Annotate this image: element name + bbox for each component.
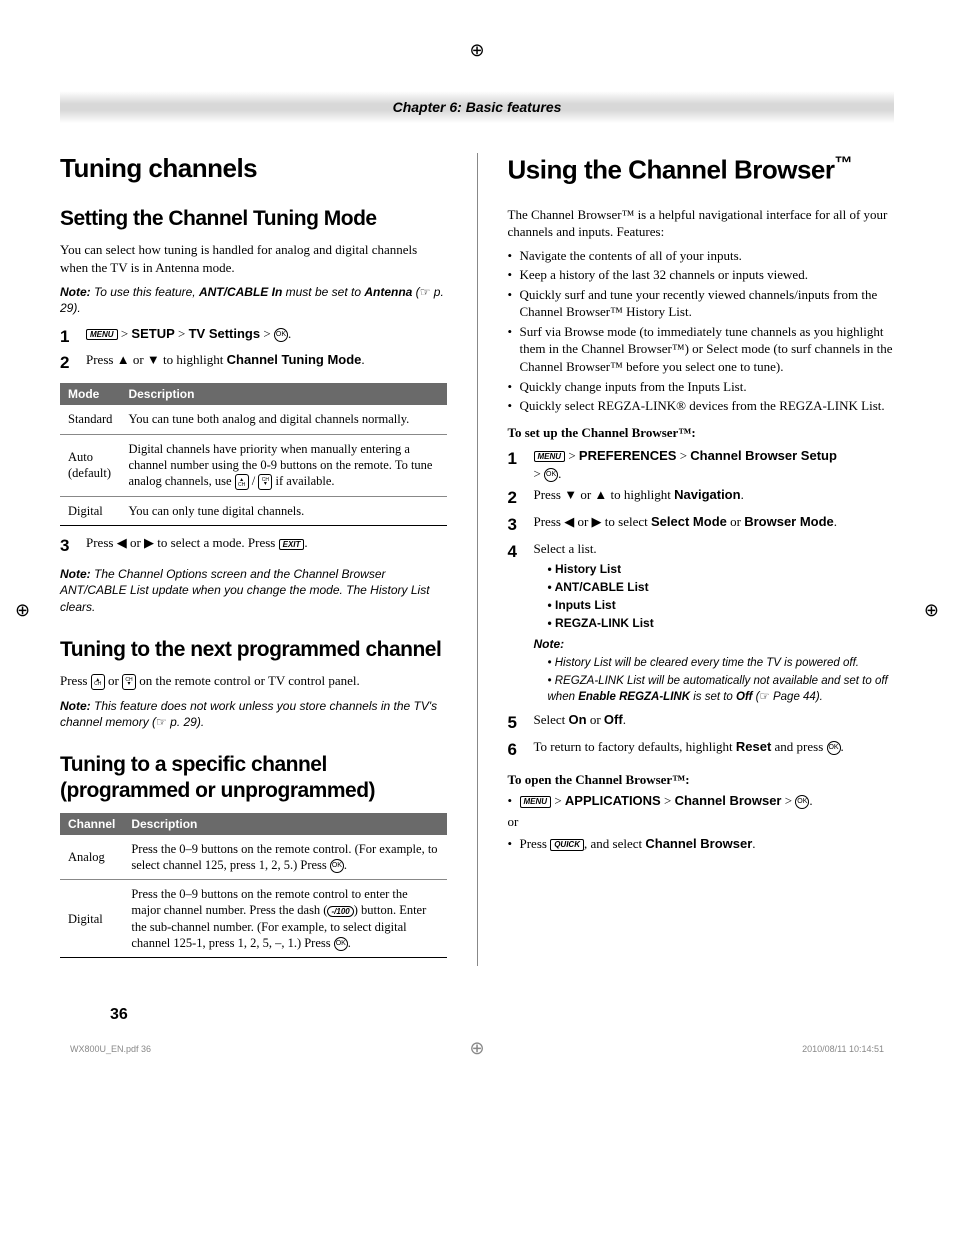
list-item: Quickly change inputs from the Inputs Li…	[508, 378, 895, 396]
ch-up-icon: ▴CH	[235, 474, 249, 490]
table-row: Digital Press the 0–9 buttons on the rem…	[60, 880, 447, 958]
list-item: ANT/CABLE List	[548, 578, 895, 596]
note-store-channels: Note: This feature does not work unless …	[60, 698, 447, 730]
ok-icon: OK	[795, 795, 809, 809]
list-item: MENU > APPLICATIONS > Channel Browser > …	[508, 792, 895, 810]
heading-tuning-mode: Setting the Channel Tuning Mode	[60, 206, 447, 231]
step-3-select-mode: 3 Press ◀ or ▶ to select a mode. Press E…	[60, 534, 447, 558]
list-item: Surf via Browse mode (to immediately tun…	[508, 323, 895, 376]
th-description: Description	[123, 813, 446, 835]
registration-mark-top: ⊕	[60, 40, 894, 61]
step-5-on-off: 5 Select On or Off.	[508, 711, 895, 735]
menu-icon: MENU	[520, 796, 552, 808]
list-item: Press QUICK, and select Channel Browser.	[508, 835, 895, 853]
footer: WX800U_EN.pdf 36 ⊕ 2010/08/11 10:14:51	[60, 1044, 894, 1054]
ok-icon: OK	[544, 468, 558, 482]
column-divider	[477, 153, 478, 966]
note-antcable: Note: To use this feature, ANT/CABLE In …	[60, 284, 447, 316]
page-number: 36	[110, 1006, 894, 1024]
note-label: Note:	[534, 636, 895, 653]
list-item: Quickly select REGZA-LINK® devices from …	[508, 397, 895, 415]
dash-icon: -/100	[327, 906, 353, 918]
list-item: Inputs List	[548, 596, 895, 614]
ok-icon: OK	[274, 328, 288, 342]
channel-table: Channel Description Analog Press the 0–9…	[60, 813, 447, 959]
right-column: Using the Channel Browser™ The Channel B…	[508, 153, 895, 966]
body-next-channel: Press ▴CH or CH▾ on the remote control o…	[60, 672, 447, 690]
step-2-highlight: 2 Press ▲ or ▼ to highlight Channel Tuni…	[60, 351, 447, 375]
menu-icon: MENU	[534, 451, 566, 463]
quick-icon: QUICK	[550, 839, 584, 851]
th-mode: Mode	[60, 383, 120, 405]
exit-icon: EXIT	[279, 539, 305, 551]
step-6-reset: 6 To return to factory defaults, highlig…	[508, 738, 895, 762]
step-3-select-mode: 3 Press ◀ or ▶ to select Select Mode or …	[508, 513, 895, 537]
mode-table: Mode Description Standard You can tune b…	[60, 383, 447, 526]
or-text: or	[508, 813, 895, 831]
step-1-setup: 1 MENU > SETUP > TV Settings > OK.	[60, 325, 447, 349]
heading-specific-channel: Tuning to a specific channel (programmed…	[60, 752, 447, 802]
step-1-prefs: 1 MENU > PREFERENCES > Channel Browser S…	[508, 447, 895, 483]
table-row: Standard You can tune both analog and di…	[60, 405, 447, 434]
features-list: Navigate the contents of all of your inp…	[508, 247, 895, 415]
ch-down-icon: CH▾	[122, 674, 136, 690]
ok-icon: OK	[334, 937, 348, 951]
list-item: REGZA-LINK List will be automatically no…	[548, 674, 895, 705]
table-row: Analog Press the 0–9 buttons on the remo…	[60, 835, 447, 880]
footer-right: 2010/08/11 10:14:51	[802, 1044, 884, 1054]
open-heading: To open the Channel Browser™:	[508, 772, 895, 788]
intro-tuning-mode: You can select how tuning is handled for…	[60, 241, 447, 276]
heading-tuning-channels: Tuning channels	[60, 153, 447, 184]
registration-mark-left: ⊕	[15, 600, 30, 621]
list-item: History List will be cleared every time …	[548, 656, 895, 672]
step-2-navigation: 2 Press ▼ or ▲ to highlight Navigation.	[508, 486, 895, 510]
heading-channel-browser: Using the Channel Browser™	[508, 153, 895, 186]
note-channel-options: Note: The Channel Options screen and the…	[60, 566, 447, 615]
table-row: Digital You can only tune digital channe…	[60, 497, 447, 526]
setup-heading: To set up the Channel Browser™:	[508, 425, 895, 441]
list-item: Navigate the contents of all of your inp…	[508, 247, 895, 265]
registration-mark-bottom: ⊕	[469, 1038, 484, 1059]
intro-browser: The Channel Browser™ is a helpful naviga…	[508, 206, 895, 241]
step-4-select-list: 4 Select a list. History List ANT/CABLE …	[508, 540, 895, 709]
ch-up-icon: ▴CH	[91, 674, 105, 690]
ok-icon: OK	[827, 741, 841, 755]
footer-left: WX800U_EN.pdf 36	[70, 1044, 151, 1054]
heading-next-channel: Tuning to the next programmed channel	[60, 637, 447, 662]
th-description: Description	[120, 383, 446, 405]
chapter-banner: Chapter 6: Basic features	[60, 91, 894, 123]
left-column: Tuning channels Setting the Channel Tuni…	[60, 153, 447, 966]
menu-icon: MENU	[86, 329, 118, 341]
list-item: Keep a history of the last 32 channels o…	[508, 266, 895, 284]
table-row: Auto(default) Digital channels have prio…	[60, 434, 447, 497]
list-item: Quickly surf and tune your recently view…	[508, 286, 895, 321]
registration-mark-right: ⊕	[924, 600, 939, 621]
ok-icon: OK	[330, 859, 344, 873]
list-item: History List	[548, 560, 895, 578]
list-item: REGZA-LINK List	[548, 614, 895, 632]
ch-down-icon: CH▾	[258, 474, 272, 490]
th-channel: Channel	[60, 813, 123, 835]
